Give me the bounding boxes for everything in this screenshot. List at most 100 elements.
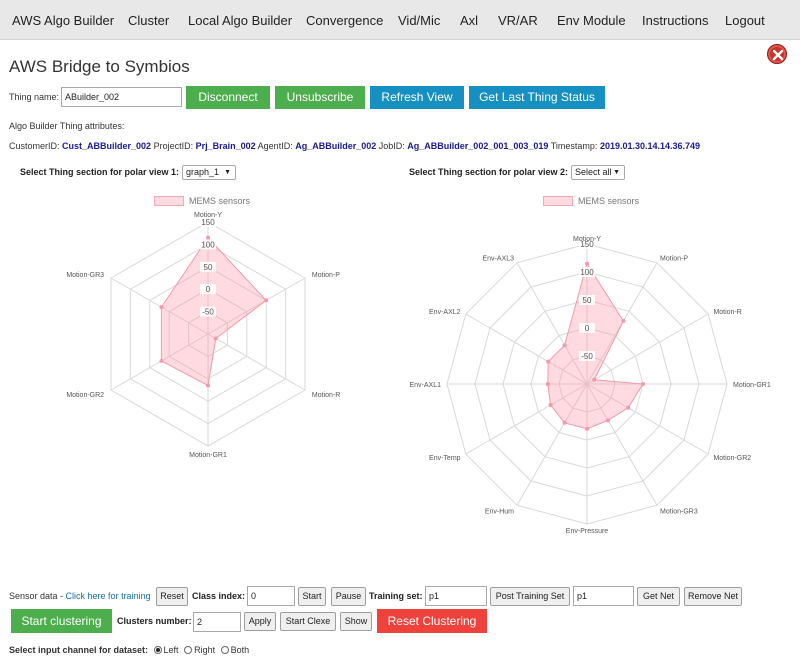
nav-axl[interactable]: Axl [460,13,479,28]
clusters-number-input[interactable] [193,612,241,632]
tick-label: 0 [585,324,590,333]
category-label: Motion-GR2 [713,455,751,462]
sensor-data-text: Sensor data - [9,591,64,601]
class-index-input[interactable] [247,586,295,606]
category-label: Env-Temp [429,455,461,462]
net-name-input[interactable] [573,586,634,606]
attributes-title: Algo Builder Thing attributes: [9,121,125,131]
radio-left[interactable] [153,646,162,654]
pause-button[interactable]: Pause [331,587,366,606]
polar-view-2-selected: Select all [575,167,612,177]
project-id-label: ProjectID: [153,141,194,151]
data-point [592,377,597,382]
disconnect-button[interactable]: Disconnect [186,86,270,109]
post-training-set-button[interactable]: Post Training Set [490,587,570,606]
polar-view-2-select[interactable]: Select all ▼ [571,165,625,180]
thing-name-label: Thing name: [9,92,60,102]
grid-spoke [586,383,658,506]
tick-label-bg [579,351,595,361]
tick-label: 50 [204,263,213,272]
nav-convergence[interactable]: Convergence [306,13,384,28]
tick-label-bg [579,323,595,333]
category-label: Motion-P [312,272,340,279]
legend-swatch-2 [543,196,573,206]
data-point [206,235,210,240]
sensor-data-label: Sensor data - Click here for training [9,591,151,601]
tick-label-bg [579,295,595,305]
radio-right[interactable] [184,646,193,654]
radio-right-label: Right [194,645,216,655]
refresh-view-button[interactable]: Refresh View [370,86,464,109]
nav-logout[interactable]: Logout [725,13,765,28]
category-label: Motion-P [660,256,688,263]
category-label: Motion-Y [194,212,222,219]
data-point [206,383,210,388]
tick-label: -50 [202,308,214,317]
show-button[interactable]: Show [340,612,372,631]
tick-label-bg [200,306,216,317]
nav-vr-ar[interactable]: VR/AR [498,13,538,28]
nav-env-module[interactable]: Env Module [557,13,626,28]
data-point [585,426,589,431]
chevron-down-icon: ▼ [224,169,231,176]
customer-id-label: CustomerID: [9,141,60,151]
apply-button[interactable]: Apply [244,612,276,631]
legend-text-2: MEMS sensors [578,196,640,206]
category-label: Motion-GR1 [733,382,771,389]
sensor-reset-button[interactable]: Reset [156,587,188,606]
category-label: Motion-R [312,392,340,399]
timestamp-value: 2019.01.30.14.14.36.749 [599,141,701,151]
class-index-label: Class index: [192,591,246,601]
grid-spoke [516,262,588,385]
reset-clustering-button[interactable]: Reset Clustering [377,609,487,633]
polar-view-2-label: Select Thing section for polar view 2: [409,167,569,177]
training-link[interactable]: Click here for training [65,591,151,601]
tick-label-bg [200,284,216,295]
remove-net-button[interactable]: Remove Net [684,587,742,606]
grid-spoke [586,313,709,385]
input-channel-label: Select input channel for dataset: [9,645,149,655]
data-point [585,261,589,266]
tick-label-bg [579,267,595,277]
category-label: Motion-GR3 [66,272,104,279]
category-label: Env-AXL1 [409,382,441,389]
nav-instructions[interactable]: Instructions [642,13,709,28]
start-clustering-button[interactable]: Start clustering [11,609,112,633]
top-navbar: AWS Algo Builder Cluster Local Algo Buil… [0,0,800,40]
nav-cluster[interactable]: Cluster [128,13,170,28]
radio-both[interactable] [220,646,229,654]
radar-chart-1: 150 100 50 0 -50 Motion-Y Motion-P Motion-R Moti… [66,212,340,459]
close-icon[interactable] [767,44,787,64]
data-point [641,382,645,386]
radio-both-label: Both [230,645,250,655]
data-point [545,382,550,386]
nav-local-algo-builder[interactable]: Local Algo Builder [188,13,293,28]
tick-label: 100 [201,240,215,249]
category-label: Env-Pressure [566,528,609,535]
project-id-value: Prj_Brain_002 [195,141,256,151]
data-point [626,405,631,410]
chevron-down-icon: ▼ [613,169,620,176]
tick-label-bg [200,239,216,250]
nav-vid-mic[interactable]: Vid/Mic [398,13,441,28]
start-button[interactable]: Start [298,587,326,606]
category-label: Motion-GR2 [66,392,104,399]
category-label: Motion-R [713,309,741,316]
category-label: Motion-Y [573,236,601,243]
get-last-thing-status-button[interactable]: Get Last Thing Status [469,86,605,109]
data-point [562,420,567,425]
training-set-input[interactable] [425,586,487,606]
grid-spoke [465,313,588,385]
legend-text-1: MEMS sensors [189,196,251,206]
get-net-button[interactable]: Get Net [637,587,680,606]
agent-id-label: AgentID: [257,141,293,151]
category-label: Motion-GR3 [660,508,698,515]
grid-spoke [110,333,209,391]
category-label: Motion-GR1 [189,452,227,459]
radar-chart-2-container: 150 100 50 0 -50 Motion-Y Motion-P Motion-R Moti… [400,0,800,585]
thing-name-input[interactable] [61,87,182,107]
unsubscribe-button[interactable]: Unsubscribe [275,86,365,109]
nav-aws-algo-builder[interactable]: AWS Algo Builder [12,13,115,28]
start-clexe-button[interactable]: Start Clexe [280,612,336,631]
polar-view-1-select[interactable]: graph_1 ▼ [182,165,236,180]
